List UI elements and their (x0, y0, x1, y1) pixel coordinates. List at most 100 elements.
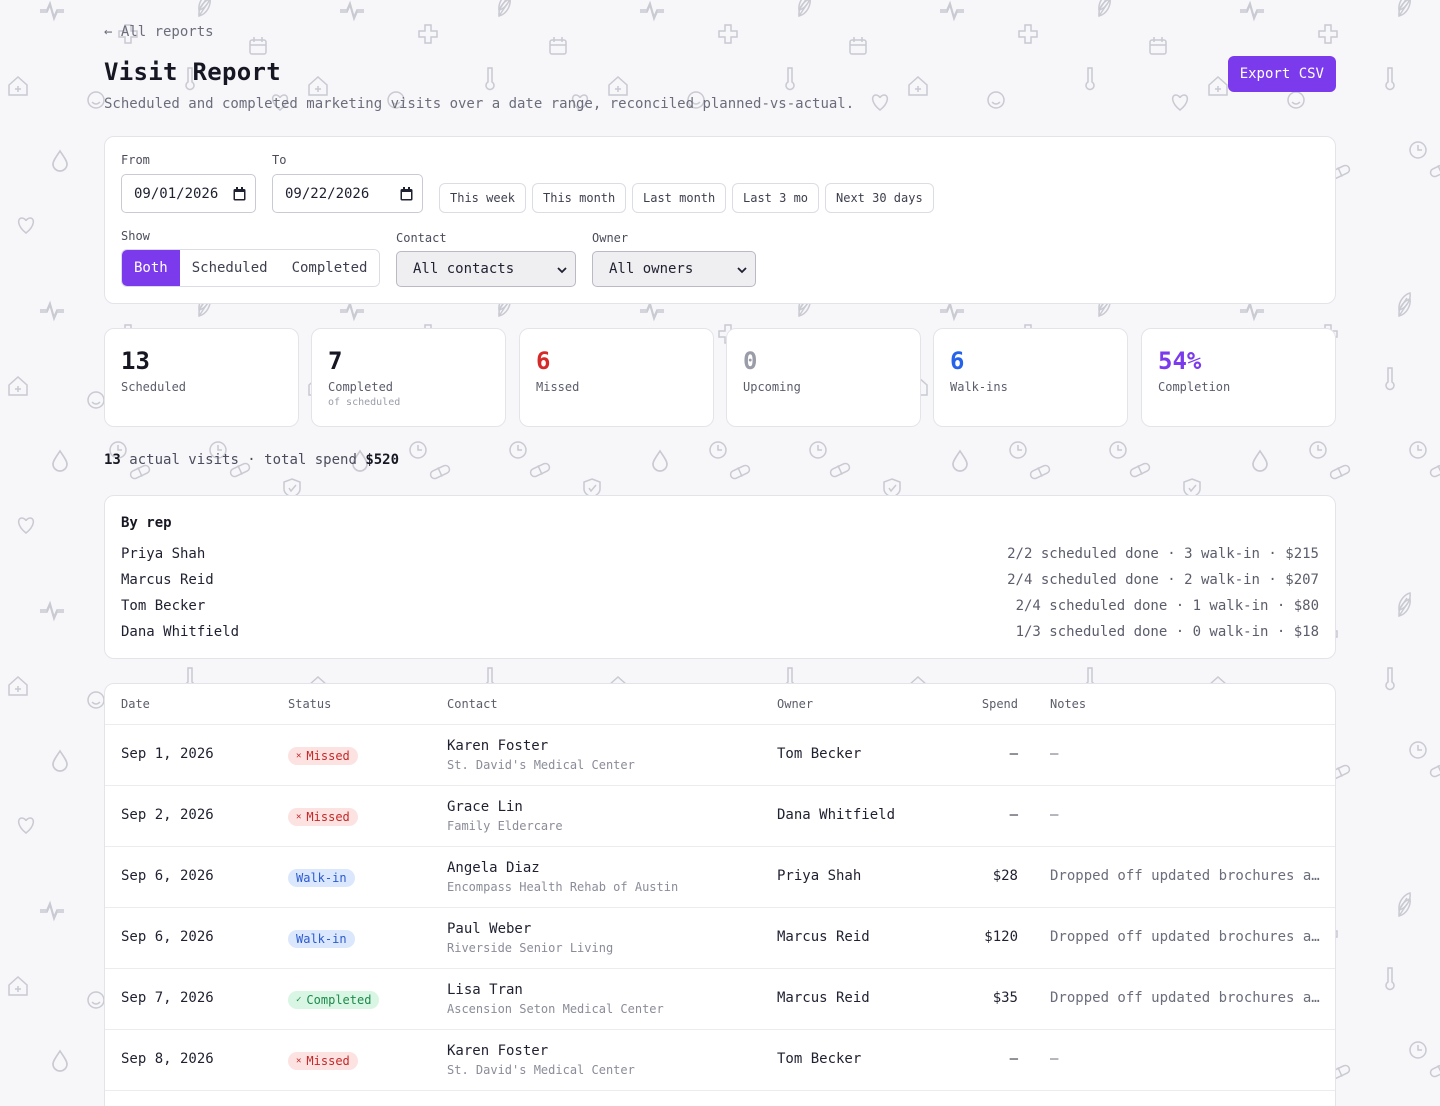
decorative-thermo-icon (1385, 967, 1395, 991)
stat-upcoming: 0 Upcoming (726, 328, 921, 427)
decorative-pulse-icon (40, 900, 64, 920)
table-row[interactable]: Sep 7, 2026 ✓ Completed Lisa Tran Ascension … (105, 969, 1335, 1030)
table-row[interactable]: Sep 6, 2026 Walk-in Paul Weber Riverside Se… (105, 908, 1335, 969)
decorative-heart-icon (17, 817, 35, 834)
decorative-heart-icon (17, 517, 35, 534)
decorative-cal-icon (849, 37, 867, 55)
contact-organization: St. David's Medical Center (447, 758, 635, 772)
column-header-date[interactable]: Date (121, 697, 150, 711)
export-csv-button[interactable]: Export CSV (1227, 56, 1336, 92)
decorative-leaf-icon (1398, 0, 1411, 17)
contact-name[interactable]: Paul Weber (447, 921, 532, 937)
to-label: To (272, 153, 287, 167)
decorative-pill-icon (529, 462, 551, 478)
stat-label: Upcoming (743, 380, 801, 394)
stat-value: 6 (536, 347, 551, 375)
column-header-contact[interactable]: Contact (447, 697, 498, 711)
decorative-thermo-icon (485, 67, 495, 91)
calendar-icon[interactable] (400, 187, 413, 201)
decorative-pulse-icon (340, 2, 364, 22)
table-row[interactable]: Sep 1, 2026 ✕ Missed Karen Foster St. David'… (105, 725, 1335, 786)
owner-name: Tom Becker (777, 746, 862, 762)
decorative-house-icon (608, 75, 628, 96)
contact-name[interactable]: Karen Foster (447, 738, 549, 754)
from-date-value: 09/01/2026 (134, 185, 219, 202)
decorative-smile-icon (987, 91, 1005, 109)
stat-value: 7 (328, 347, 343, 375)
rep-name: Marcus Reid (121, 572, 214, 588)
decorative-leaf-icon (198, 0, 210, 11)
decorative-clock-icon (1009, 441, 1027, 459)
decorative-pill-icon (1429, 162, 1440, 178)
table-row[interactable]: Sep 6, 2026 Walk-in Angela Diaz Encompass H… (105, 847, 1335, 908)
decorative-smile-icon (87, 691, 105, 709)
table-row[interactable]: Sep 8, 2026 ✕ Missed Karen Foster St. David'… (105, 1030, 1335, 1091)
table-row[interactable]: Sep 2, 2026 ✕ Missed Grace Lin Family Elderc… (105, 786, 1335, 847)
stat-walk-ins: 6 Walk-ins (933, 328, 1128, 427)
status-label: Completed (306, 993, 372, 1007)
preset-last-3-months[interactable]: Last 3 mo (732, 183, 820, 213)
owner-name: Marcus Reid (777, 990, 870, 1006)
decorative-drop-icon (652, 449, 668, 472)
contact-organization: Riverside Senior Living (447, 941, 614, 955)
summary-visit-count: 13 (104, 452, 121, 468)
visit-date: Sep 7, 2026 (121, 990, 214, 1006)
visit-date: Sep 6, 2026 (121, 929, 214, 945)
decorative-pulse-icon (940, 2, 964, 22)
contact-name[interactable]: Angela Diaz (447, 860, 540, 876)
column-header-spend[interactable]: Spend (981, 697, 1018, 711)
stat-value: 13 (121, 347, 150, 375)
owner-select-value: All owners (609, 261, 694, 277)
visits-summary: 13 actual visits · total spend $520 (104, 452, 399, 468)
rep-row: Priya Shah 2/2 scheduled done · 3 walk-i… (121, 546, 1319, 566)
decorative-leaf-icon (1098, 0, 1111, 17)
decorative-heart-icon (1171, 94, 1189, 111)
contact-name[interactable]: Grace Lin (447, 799, 523, 815)
decorative-smile-icon (1287, 91, 1305, 109)
show-both-option[interactable]: Both (122, 250, 180, 286)
show-scheduled-option[interactable]: Scheduled (179, 250, 280, 286)
column-header-status[interactable]: Status (288, 697, 332, 711)
visit-spend: $35 (992, 990, 1018, 1006)
column-header-notes[interactable]: Notes (1050, 697, 1087, 711)
decorative-clock-icon (1309, 441, 1327, 459)
decorative-pulse-icon (940, 300, 964, 320)
preset-this-month[interactable]: This month (532, 183, 627, 213)
decorative-clock-icon (1409, 141, 1427, 159)
contact-name[interactable]: Lisa Tran (447, 982, 523, 998)
decorative-leaf-icon (1398, 592, 1411, 611)
rep-stats: 2/2 scheduled done · 3 walk-in · $215 (1007, 546, 1319, 562)
decorative-drop-icon (1252, 449, 1268, 472)
rep-row: Tom Becker 2/4 scheduled done · 1 walk-i… (121, 598, 1319, 618)
status-label: Missed (306, 810, 350, 824)
back-to-reports-link[interactable]: ← All reports (104, 24, 214, 40)
contact-name[interactable]: Karen Foster (447, 1043, 549, 1059)
contact-select[interactable]: All contacts (396, 251, 576, 287)
decorative-drop-icon (52, 749, 68, 772)
preset-this-week[interactable]: This week (439, 183, 527, 213)
decorative-pulse-icon (340, 302, 364, 322)
to-date-input[interactable]: 09/22/2026 (272, 174, 423, 213)
decorative-drop-icon (52, 1049, 68, 1072)
decorative-clock-icon (709, 441, 727, 459)
show-completed-option[interactable]: Completed (279, 250, 380, 286)
owner-name: Marcus Reid (777, 929, 870, 945)
decorative-smile-icon (87, 91, 105, 109)
from-date-input[interactable]: 09/01/2026 (121, 174, 256, 213)
column-header-owner[interactable]: Owner (777, 697, 814, 711)
decorative-clock-icon (1409, 1041, 1427, 1059)
owner-name: Tom Becker (777, 1051, 862, 1067)
calendar-icon[interactable] (233, 187, 246, 201)
decorative-leaf-icon (1398, 598, 1411, 617)
preset-next-30-days[interactable]: Next 30 days (825, 183, 934, 213)
decorative-drop-icon (52, 449, 68, 472)
owner-select[interactable]: All owners (592, 251, 756, 287)
decorative-drop-icon (52, 149, 68, 172)
preset-last-month[interactable]: Last month (632, 183, 727, 213)
decorative-pill-icon (1429, 462, 1440, 478)
decorative-clock-icon (1409, 441, 1427, 459)
decorative-pill-icon (429, 464, 451, 480)
decorative-smile-icon (87, 991, 105, 1009)
decorative-pulse-icon (1240, 0, 1264, 20)
